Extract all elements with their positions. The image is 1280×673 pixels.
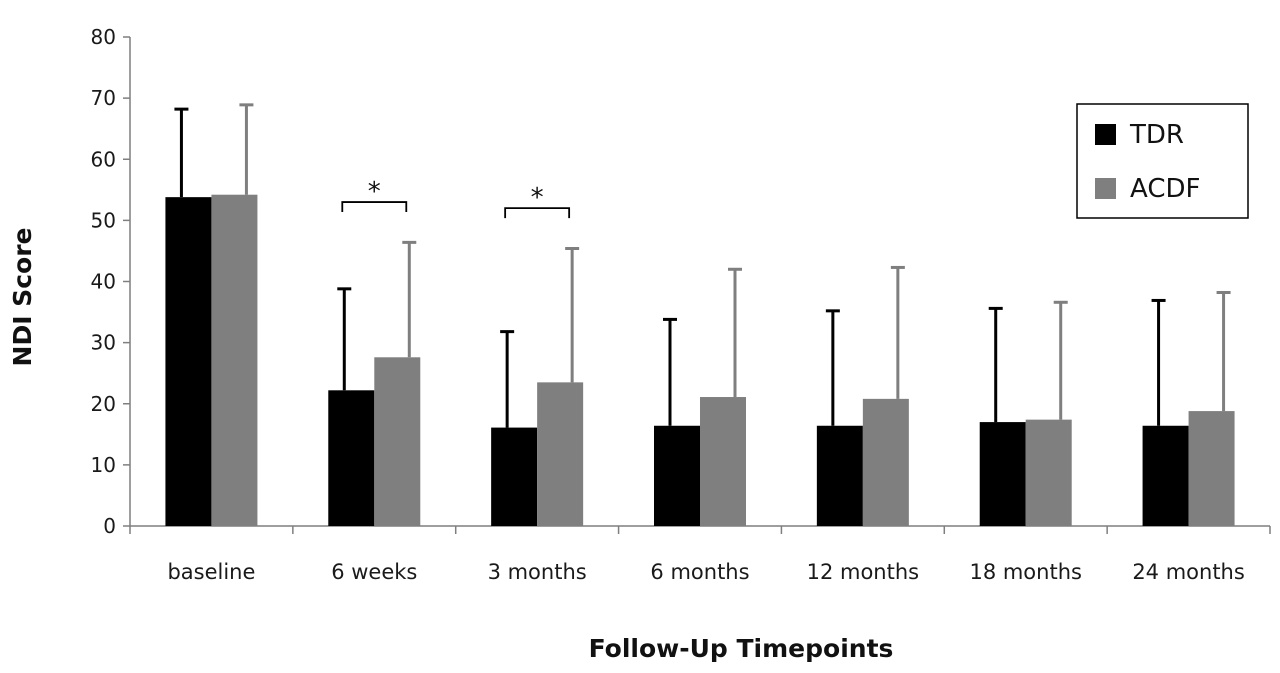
bar-acdf	[374, 357, 421, 526]
y-tick-label: 70	[91, 86, 116, 110]
x-axis-title: Follow-Up Timepoints	[589, 634, 894, 663]
y-tick-label: 40	[91, 270, 116, 294]
significance-bracket	[504, 207, 571, 219]
x-axis: baseline 6 weeks 3 months 6 months 12 months…	[129, 525, 1271, 584]
bar-acdf	[1025, 419, 1072, 526]
legend-swatch-tdr	[1095, 124, 1116, 145]
x-tick-label: 3 months	[488, 560, 587, 584]
y-tick-label: 0	[103, 514, 116, 538]
bars	[165, 103, 1235, 526]
y-tick-label: 10	[91, 453, 116, 477]
x-tick-label: 6 months	[650, 560, 749, 584]
bar-tdr	[328, 390, 375, 526]
significance-bracket	[341, 201, 408, 213]
significance-star: *	[368, 177, 381, 207]
x-tick-label: 6 weeks	[331, 560, 417, 584]
x-tick-label: 12 months	[807, 560, 920, 584]
x-tick-label: 18 months	[969, 560, 1082, 584]
y-tick-label: 20	[91, 392, 116, 416]
y-axis: 0 10 20 30 40 50 60 70 80	[91, 25, 131, 538]
bar-tdr	[165, 197, 212, 526]
legend: TDR ACDF	[1076, 103, 1249, 219]
bar-acdf	[1188, 411, 1235, 526]
x-tick-label: 24 months	[1132, 560, 1245, 584]
y-tick-label: 30	[91, 331, 116, 355]
bar-tdr	[979, 422, 1026, 526]
x-tick-label: baseline	[167, 560, 255, 584]
bar-tdr	[1142, 425, 1189, 526]
bar-acdf	[537, 382, 584, 526]
legend-label-tdr: TDR	[1129, 120, 1184, 150]
y-tick-label: 60	[91, 147, 116, 171]
y-tick-label: 80	[91, 25, 116, 49]
y-axis-title: NDI Score	[8, 228, 37, 367]
significance-annotations: * *	[341, 177, 571, 219]
bar-acdf	[700, 397, 746, 526]
bar-tdr	[816, 425, 863, 526]
legend-label-acdf: ACDF	[1130, 174, 1200, 204]
bar-acdf	[211, 194, 258, 526]
y-tick-label: 50	[91, 208, 116, 232]
legend-swatch-acdf	[1095, 178, 1116, 199]
bar-tdr	[491, 427, 538, 526]
bar-tdr	[654, 425, 700, 526]
bar-acdf	[862, 398, 909, 526]
significance-star: *	[531, 183, 544, 213]
